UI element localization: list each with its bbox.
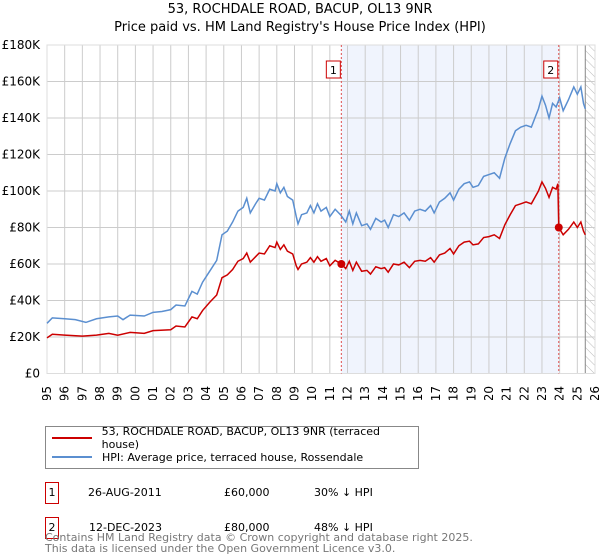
- sale-badge: [325, 60, 341, 79]
- x-tick-label: 2022: [517, 386, 531, 400]
- x-tick-label: 2002: [164, 386, 178, 400]
- marker-badge: 1: [45, 482, 59, 504]
- x-tick-label: 2019: [464, 386, 478, 400]
- x-tick-label: 2015: [394, 386, 408, 400]
- y-tick-label: £80K: [9, 221, 41, 235]
- y-tick-label: £160K: [2, 75, 42, 89]
- x-tick-label: 2014: [376, 386, 390, 400]
- plot-border: [46, 44, 596, 374]
- transaction-hpi-diff: 30% ↓ HPI: [314, 486, 373, 499]
- x-tick-label: 2017: [429, 386, 443, 400]
- y-tick-label: £0: [25, 367, 40, 381]
- x-tick-label: 2021: [500, 386, 514, 400]
- y-tick-label: £40K: [9, 294, 41, 308]
- legend-label: 53, ROCHDALE ROAD, BACUP, OL13 9NR (terr…: [101, 425, 380, 451]
- legend-swatch-red: [52, 437, 92, 439]
- sale-point: [554, 223, 563, 232]
- transaction-price: £60,000: [224, 486, 270, 499]
- x-tick-label: 2007: [252, 386, 266, 400]
- x-tick-label: 2012: [341, 386, 355, 400]
- shaded-period: [341, 45, 559, 374]
- y-tick-label: £100K: [2, 184, 42, 198]
- legend: 53, ROCHDALE ROAD, BACUP, OL13 9NR (terr…: [45, 425, 419, 469]
- x-tick-label: 2026: [588, 386, 600, 400]
- future-hatch: [585, 45, 595, 374]
- series-line-price: [46, 180, 586, 339]
- x-tick-label: 2010: [305, 386, 319, 400]
- legend-swatch-blue: [52, 456, 92, 458]
- transaction-hpi-diff: 48% ↓ HPI: [314, 521, 373, 534]
- transaction-date: 12-DEC-2023: [89, 521, 163, 534]
- x-tick-label: 2001: [146, 386, 160, 400]
- x-tick-label: 1996: [58, 386, 72, 400]
- price-chart: 1995 19961997 1998 19992000 2001 20022003 2004…: [2, 38, 600, 400]
- footer-licence: This data is licensed under the Open Gov…: [45, 542, 396, 555]
- y-tick-label: £180K: [2, 38, 42, 52]
- x-tick-label: 2003: [181, 386, 195, 400]
- x-tick-label: 2006: [234, 386, 248, 400]
- x-tick-label: 2023: [535, 386, 549, 400]
- x-tick-label: 2000: [128, 386, 142, 400]
- x-tick-label: 2005: [217, 386, 231, 400]
- x-tick-label: 2018: [447, 386, 461, 400]
- legend-item-hpi: HPI: Average price, terraced house, Ross…: [52, 449, 363, 465]
- x-tick-label: 2011: [323, 386, 337, 400]
- x-tick-label: 2024: [553, 386, 567, 400]
- y-tick-label: £20K: [9, 330, 41, 344]
- x-tick-label: 2009: [287, 386, 301, 400]
- x-tick-label: 1998: [93, 386, 107, 400]
- y-tick-label: £140K: [2, 111, 42, 125]
- x-tick-label: 1999: [111, 386, 125, 400]
- sale-badge: [543, 60, 559, 79]
- x-tick-label: 2004: [199, 386, 213, 400]
- y-tick-label: £60K: [9, 257, 41, 271]
- x-tick-label: 2025: [570, 386, 584, 400]
- x-tick-label: 2016: [411, 386, 425, 400]
- chart-subtitle: Price paid vs. HM Land Registry's House …: [114, 20, 486, 35]
- transaction-price: £80,000: [224, 521, 270, 534]
- chart-title: 53, ROCHDALE ROAD, BACUP, OL13 9NR: [167, 2, 433, 17]
- x-tick-label: 2008: [270, 386, 284, 400]
- sale-point: [337, 260, 346, 268]
- transaction-date: 26-AUG-2011: [88, 486, 162, 499]
- marker-badge: 2: [45, 517, 59, 539]
- x-tick-label: 1995: [40, 386, 54, 400]
- footer-copyright: Contains HM Land Registry data © Crown c…: [45, 531, 473, 544]
- x-tick-label: 1997: [75, 386, 89, 400]
- x-tick-label: 2020: [482, 386, 496, 400]
- legend-label: HPI: Average price, terraced house, Ross…: [102, 450, 364, 464]
- sale-badge-label: 1: [330, 64, 337, 77]
- legend-item-price: 53, ROCHDALE ROAD, BACUP, OL13 9NR (terr…: [52, 425, 418, 451]
- sale-badge-label: 2: [547, 64, 554, 77]
- series-line-hpi: [46, 84, 586, 324]
- x-tick-label: 2013: [358, 386, 372, 400]
- y-tick-label: £120K: [2, 148, 42, 162]
